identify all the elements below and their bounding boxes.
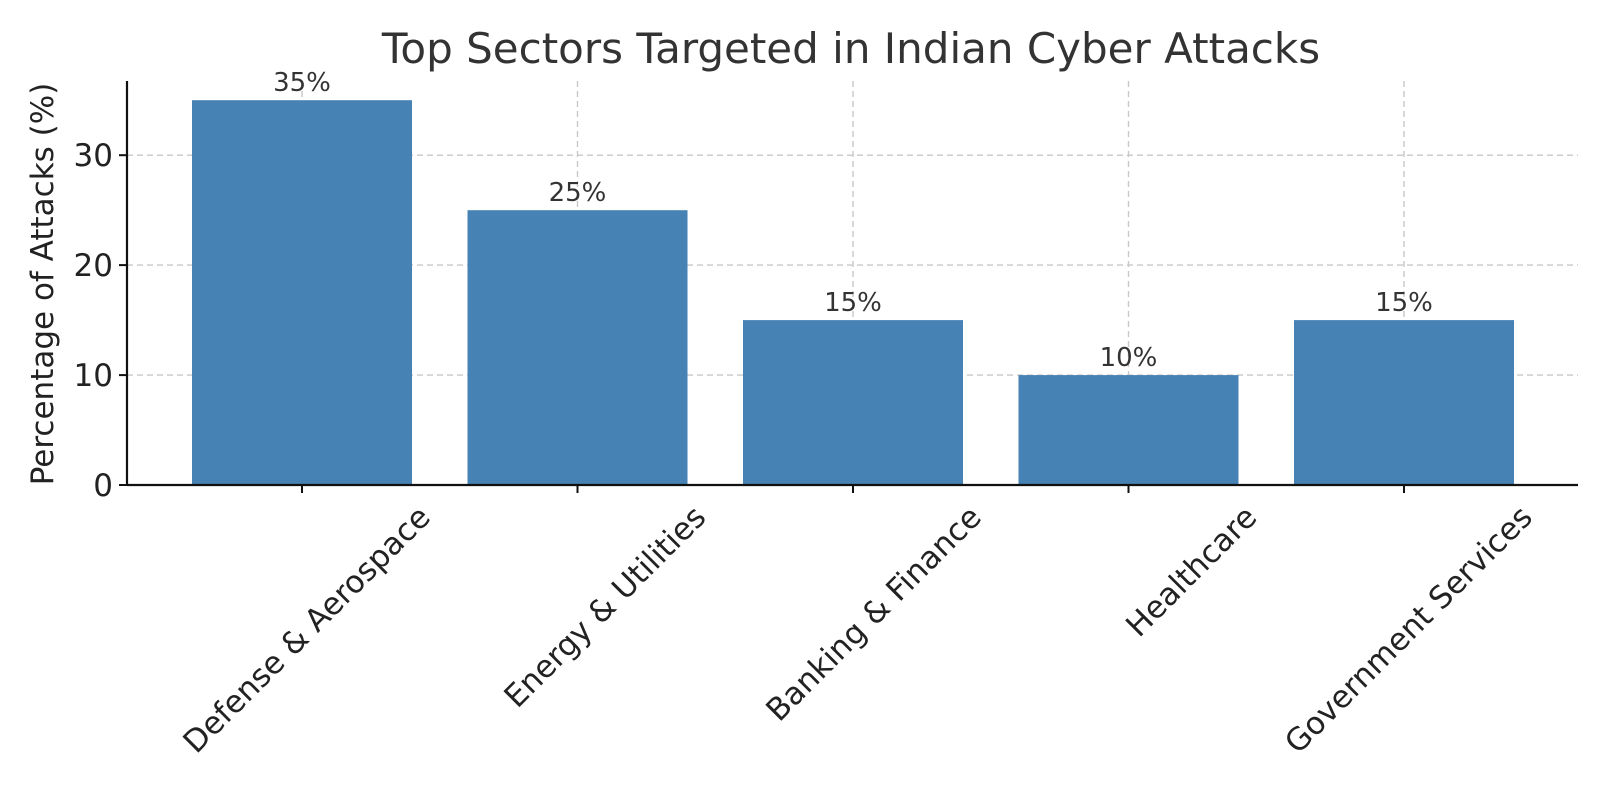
- bar-4: [1018, 375, 1239, 485]
- y-tick-label: 10: [74, 358, 113, 394]
- data-label: 15%: [1375, 288, 1433, 318]
- bar-3: [743, 320, 963, 485]
- y-ticks: 0 10 20 30: [74, 138, 127, 504]
- bar-1: [192, 100, 412, 485]
- bar-2: [467, 210, 688, 485]
- y-tick-label: 0: [93, 468, 113, 504]
- y-tick-label: 30: [74, 138, 113, 174]
- y-axis-label: Percentage of Attacks (%): [25, 83, 61, 486]
- data-label: 10%: [1100, 343, 1158, 373]
- bars: [192, 100, 1514, 485]
- x-tick-label: Healthcare: [1119, 499, 1264, 644]
- x-ticks: Defense & Aerospace Energy & Utilities Ban…: [176, 485, 1540, 761]
- data-label: 15%: [824, 288, 882, 318]
- data-labels: 35% 25% 15% 10% 15%: [273, 68, 1433, 373]
- data-label: 35%: [273, 68, 331, 98]
- y-tick-label: 20: [74, 248, 113, 284]
- x-tick-label: Defense & Aerospace: [176, 499, 437, 760]
- data-label: 25%: [549, 178, 607, 208]
- x-tick-label: Banking & Finance: [759, 499, 988, 728]
- x-tick-label: Government Services: [1278, 499, 1540, 761]
- x-tick-label: Energy & Utilities: [497, 499, 713, 715]
- bar-5: [1294, 320, 1514, 485]
- chart-title: Top Sectors Targeted in Indian Cyber Att…: [381, 24, 1320, 73]
